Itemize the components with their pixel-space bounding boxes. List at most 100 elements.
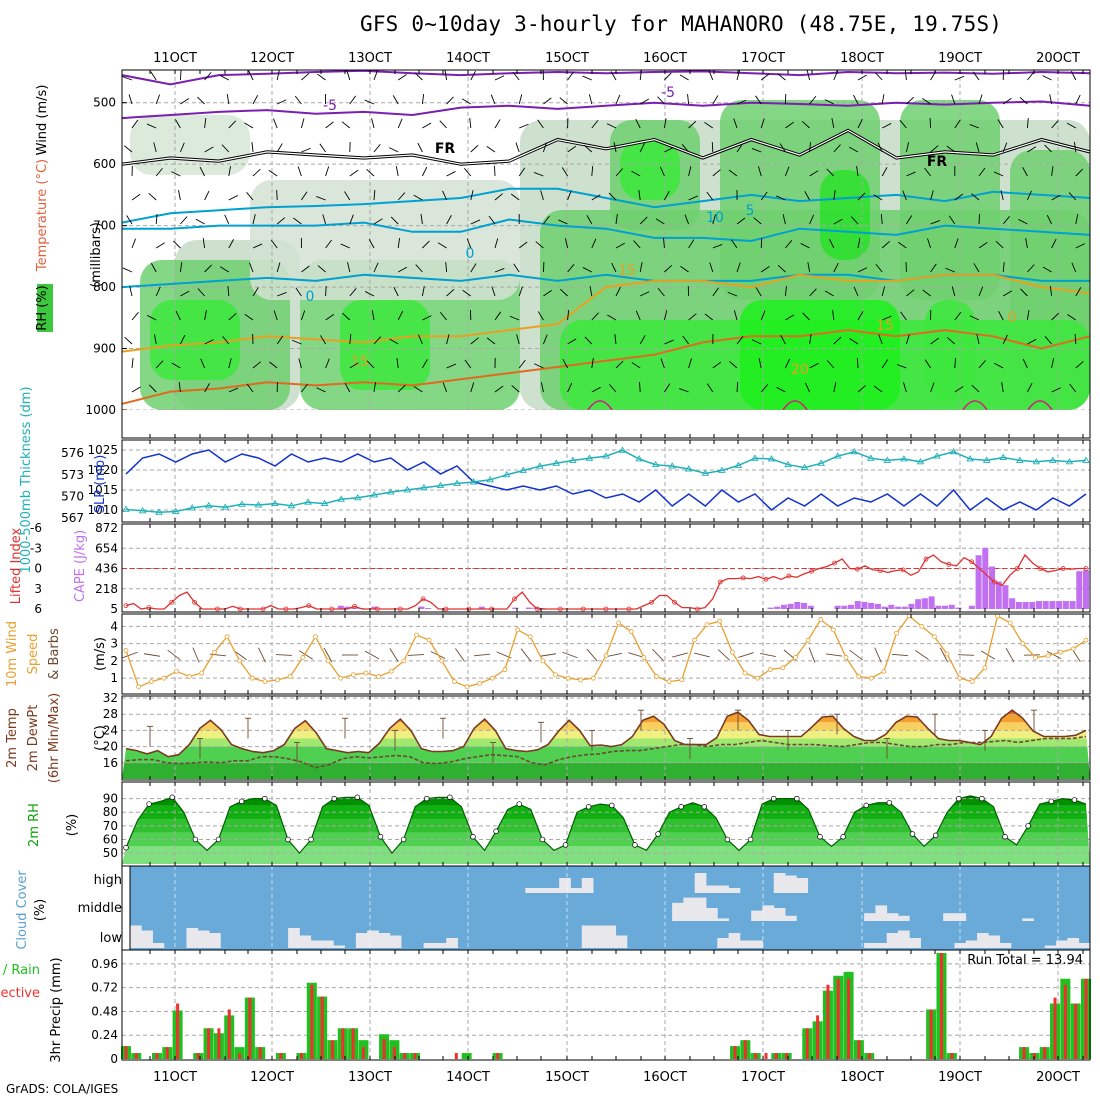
wind-barb: [708, 70, 714, 81]
temp-band: [122, 746, 1090, 763]
wind-barb: [1068, 192, 1077, 201]
wind-barb: [1066, 122, 1077, 129]
wind-barb: [711, 141, 714, 153]
wind-barb: [221, 144, 230, 153]
wind-barb: [470, 190, 474, 201]
thickness-marker: [701, 469, 710, 476]
wind-barb: [899, 120, 907, 129]
wind-barb: [664, 147, 674, 153]
wind-barb: [446, 171, 456, 177]
slp-frame: [121, 439, 1091, 523]
wind-speed-marker: [313, 634, 318, 640]
wind-barb: [540, 382, 544, 393]
precip-convective-bar: [764, 1053, 768, 1059]
thickness-axis-label: 1000-500mb Thickness (dm): [19, 386, 34, 573]
wind-barb: [155, 286, 161, 297]
wind-barb: [758, 358, 762, 369]
wind-barb: [873, 385, 883, 393]
top-date-label: 13OCT: [348, 51, 392, 66]
temperature-contour: [121, 273, 1091, 353]
precip-convective-bar: [382, 1039, 386, 1059]
rh-marker: [794, 795, 800, 802]
wind-barb: [1069, 383, 1077, 393]
wind-barb: [586, 215, 593, 225]
wind-barb: [978, 94, 983, 105]
wind-barb: [543, 290, 552, 297]
cape-bar: [1036, 601, 1043, 609]
wind-barb: [824, 290, 835, 297]
wind-tick-label: 2: [110, 654, 118, 668]
lifted-index-marker: [786, 573, 792, 579]
wind-barb: [368, 239, 375, 249]
wind-barb: [785, 314, 795, 321]
rh-marker: [1048, 798, 1055, 805]
thickness-marker: [254, 501, 263, 508]
cape-tick-label: 218: [95, 582, 118, 596]
wind-barb: [635, 118, 641, 129]
rh-marker: [1025, 823, 1031, 829]
rh-marker: [724, 836, 731, 843]
wind-barb: [373, 382, 377, 393]
rh-shade: [250, 180, 520, 300]
surface-wind-barb: [144, 653, 160, 657]
thickness-marker: [436, 481, 445, 489]
precip-convective-bar: [836, 978, 840, 1059]
wind-barb: [131, 358, 134, 369]
wind-barb: [682, 335, 689, 345]
wind-barb: [954, 311, 962, 321]
cape-bar: [841, 605, 848, 609]
wind-axis-label-3: & Barbs: [47, 628, 62, 680]
wind-barb: [639, 216, 648, 225]
thickness-marker: [535, 462, 544, 469]
rh-tick-label: 50: [103, 846, 118, 860]
rh-shade: [740, 300, 900, 410]
wind-speed-marker: [1045, 653, 1051, 659]
wind-barb: [681, 144, 689, 153]
thickness-marker: [718, 466, 726, 473]
rh-marker: [123, 844, 129, 851]
wind-speed-marker: [136, 684, 142, 690]
slp-tick-label: 1025: [87, 443, 118, 457]
thickness-marker: [883, 456, 892, 463]
cape-bar: [1015, 601, 1022, 609]
wind-speed-marker: [729, 649, 735, 655]
wind-barb: [736, 381, 739, 393]
cape-bar: [780, 604, 787, 609]
cloud-axis-label: Cloud Cover: [15, 870, 30, 950]
wind-barb: [954, 119, 961, 129]
thickness-marker: [221, 503, 230, 510]
wind-speed-marker: [452, 679, 457, 685]
precip-convective-bar: [227, 1009, 231, 1059]
wind-barb: [349, 334, 352, 345]
precip-convective-bar: [496, 1053, 500, 1059]
lifted-index-marker: [946, 562, 952, 567]
thickness-marker: [602, 452, 610, 459]
thickness-marker: [734, 461, 743, 468]
wind-barb: [584, 144, 593, 153]
thickness-marker: [304, 498, 312, 505]
wind-barb: [905, 142, 910, 153]
wind-barb: [736, 335, 744, 345]
wind-barb: [442, 190, 448, 201]
wind-barb: [1000, 190, 1004, 201]
lifted-index-marker: [740, 575, 746, 581]
cloud-bar: [751, 910, 763, 921]
cloud-bar: [423, 943, 436, 948]
wind-barb: [437, 242, 447, 249]
wind-barb: [906, 96, 915, 105]
thickness-marker: [188, 504, 197, 511]
lifted-index-marker: [306, 603, 312, 609]
cape-bar: [848, 604, 855, 609]
lifted-index-marker: [832, 560, 837, 566]
temperature-contour-warm: [1027, 400, 1053, 411]
thickness-marker: [933, 452, 941, 459]
wind-barb: [344, 382, 351, 393]
thickness-marker: [155, 508, 163, 515]
cape-bar: [478, 606, 485, 609]
wind-barb: [1027, 264, 1035, 273]
wind-barb: [809, 95, 817, 105]
precip-convective-bar: [310, 984, 314, 1059]
surface-wind-barb: [738, 652, 754, 658]
precip-total-bar: [461, 1053, 472, 1059]
